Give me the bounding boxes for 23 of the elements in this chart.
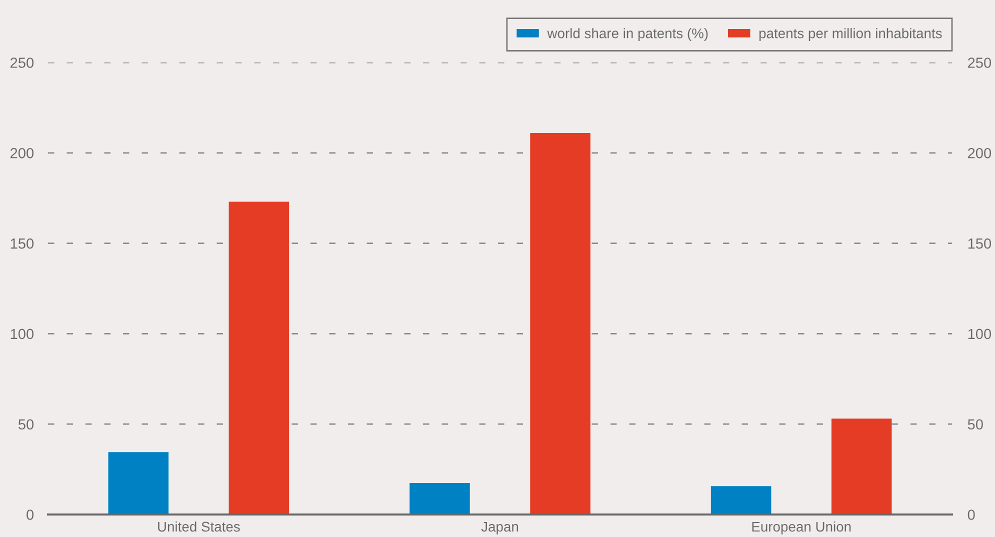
bar bbox=[831, 418, 892, 514]
y2-tick-label: 150 bbox=[968, 238, 992, 249]
legend-label: patents per million inhabitants bbox=[759, 28, 942, 42]
y-tick-label: 100 bbox=[10, 328, 34, 340]
bar bbox=[228, 202, 290, 514]
legend-label: world share in patents (%) bbox=[547, 28, 708, 42]
y-tick-label: 0 bbox=[26, 510, 34, 520]
y-tick-label: 200 bbox=[10, 148, 34, 158]
bar bbox=[108, 452, 169, 514]
bar bbox=[710, 486, 772, 514]
bar bbox=[410, 483, 470, 514]
bar bbox=[530, 133, 590, 514]
y-tick-label: 150 bbox=[10, 238, 34, 249]
y2-tick-label: 100 bbox=[968, 328, 992, 340]
y2-tick-label: 0 bbox=[968, 510, 975, 520]
y2-tick-label: 200 bbox=[968, 148, 992, 158]
y2-tick-label: 250 bbox=[968, 58, 992, 68]
y-tick-label: 50 bbox=[18, 419, 34, 430]
x-tick-label: Japan bbox=[481, 522, 518, 534]
x-tick-label: European Union bbox=[752, 521, 851, 534]
x-tick-label: United States bbox=[158, 521, 240, 532]
y-tick-label: 250 bbox=[10, 58, 34, 68]
y2-tick-label: 50 bbox=[968, 419, 983, 430]
